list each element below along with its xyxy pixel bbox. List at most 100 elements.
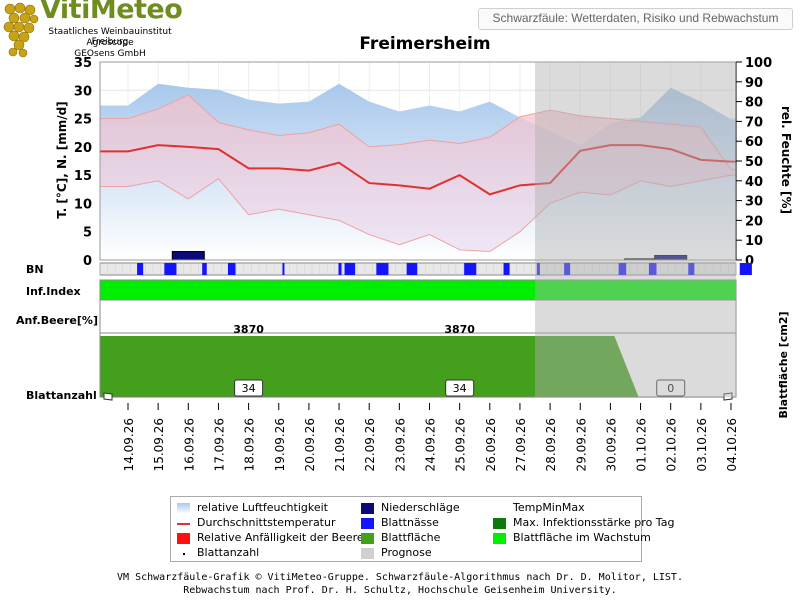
blattanzahl-box — [234, 379, 264, 397]
x-tick-label: 19.09.26 — [273, 418, 287, 471]
blattflaeche-label: Blattfläche [cm2] — [777, 311, 790, 418]
legend-swatch — [361, 503, 374, 514]
x-tick-label: 30.09.26 — [604, 418, 618, 471]
x-tick-label: 15.09.26 — [152, 418, 166, 471]
legend-label: Blattfläche im Wachstum — [513, 531, 651, 544]
blattnaesse-mark — [137, 263, 144, 275]
blattflaeche-annotation: 3870 — [444, 323, 475, 336]
anfaelligkeit-label: Anf.Beere[%] — [16, 314, 98, 327]
y-left-tick-label: 15 — [74, 169, 92, 184]
blattnaesse-mark — [648, 263, 657, 275]
blattanzahl-value: 34 — [453, 382, 467, 395]
blattnaesse-mark — [688, 263, 695, 275]
y-left-tick-label: 10 — [74, 197, 92, 212]
legend-label: Prognose — [381, 546, 432, 559]
grape-icon — [3, 2, 39, 58]
legend-swatch — [361, 533, 374, 544]
legend-swatch — [493, 518, 506, 529]
blattanzahl-box — [445, 379, 475, 397]
legend-label: Durchschnittstemperatur — [197, 516, 336, 529]
blattanzahl-arrow-right — [723, 392, 733, 401]
legend-swatch — [177, 523, 190, 525]
y-right-tick-label: 70 — [745, 115, 763, 130]
x-tick-label: 18.09.26 — [243, 418, 257, 471]
y-right-tick-label: 40 — [745, 175, 763, 190]
y-left-axis-label: T. [°C], N. [mm/d] — [55, 101, 69, 218]
legend-swatch — [493, 533, 506, 544]
y-right-tick-label: 10 — [745, 234, 763, 249]
chart-svg: 0 5 10 15 20 25 30 35 0 10 20 30 40 50 60 70 80 90 100 T. [… — [16, 56, 793, 471]
y-right-tick-label: 90 — [745, 76, 763, 91]
blattnaesse-mark — [344, 263, 356, 275]
x-tick-label: 24.09.26 — [424, 418, 438, 471]
legend-swatch — [361, 518, 374, 529]
legend-swatch — [183, 553, 185, 555]
x-tick-label: 03.10.26 — [695, 418, 709, 471]
x-tick-label: 14.09.26 — [122, 418, 136, 471]
blattflaeche-annotation: 3870 — [233, 323, 264, 336]
legend-label: Relative Anfälligkeit der Beere — [197, 531, 364, 544]
y-right-tick-label: 20 — [745, 214, 763, 229]
x-tick-label: 02.10.26 — [665, 418, 679, 471]
y-right-tick-label: 50 — [745, 155, 763, 170]
infindex-label: Inf.Index — [26, 285, 81, 298]
logo-line-institute: Staatliches Weinbauinstitut Freiburg — [48, 27, 172, 47]
x-tick-label: 04.10.26 — [725, 418, 739, 471]
y-right-tick-label: 80 — [745, 96, 763, 111]
legend-label: TempMinMax — [513, 501, 585, 514]
y-right-tick-label: 30 — [745, 195, 763, 210]
x-tick-label: 25.09.26 — [454, 418, 468, 471]
blattanzahl-value: 34 — [242, 382, 256, 395]
y-left-tick-label: 5 — [83, 226, 92, 241]
x-tick-label: 17.09.26 — [212, 418, 226, 471]
blattnaesse-mark — [739, 263, 752, 275]
prognose-overlay — [535, 62, 736, 397]
y-left-tick-label: 35 — [74, 56, 92, 71]
x-tick-label: 26.09.26 — [484, 418, 498, 471]
series-average-temperature-line — [100, 144, 736, 196]
footer: VM Schwarzfäule-Grafik © VitiMeteo-Grupp… — [0, 571, 800, 597]
blattnaesse-mark — [406, 263, 418, 275]
legend-swatch — [361, 548, 374, 559]
legend-label: Niederschläge — [381, 501, 460, 514]
x-tick-label: 22.09.26 — [363, 418, 377, 471]
legend-swatch — [177, 503, 190, 514]
footer-line-1: VM Schwarzfäule-Grafik © VitiMeteo-Grupp… — [117, 572, 683, 583]
x-tick-label: 16.09.26 — [182, 418, 196, 471]
precipitation-bar — [171, 251, 205, 261]
legend-label: Blattnässe — [381, 516, 439, 529]
blattnaesse-mark — [376, 263, 389, 275]
x-tick-label: 21.09.26 — [333, 418, 347, 471]
series-tempmin-line — [100, 174, 736, 253]
y-left-tick-label: 0 — [83, 254, 92, 269]
subtitle-box: Schwarzfäule: Wetterdaten, Risiko und Re… — [478, 8, 793, 30]
blattnaesse-mark — [564, 263, 571, 275]
blattnaesse-mark — [503, 263, 510, 275]
x-tick-label: 23.09.26 — [393, 418, 407, 471]
chart-title: Freimersheim — [359, 34, 491, 54]
legend-label: relative Luftfeuchtigkeit — [197, 501, 328, 514]
legend-swatch — [177, 533, 190, 544]
blattanzahl-label: Blattanzahl — [26, 389, 97, 402]
blattnaesse-mark — [202, 263, 207, 275]
legend-label: Blattfläche — [381, 531, 441, 544]
y-right-tick-label: 100 — [745, 56, 772, 71]
y-left-tick-label: 20 — [74, 141, 92, 156]
blattnaesse-mark — [164, 263, 177, 275]
y-left-tick-label: 25 — [74, 113, 92, 128]
blattanzahl-value: 0 — [667, 382, 674, 395]
series-tempmax-line — [100, 94, 736, 170]
x-tick-label: 28.09.26 — [544, 418, 558, 471]
legend-label: Blattanzahl — [197, 546, 260, 559]
x-tick-label: 01.10.26 — [635, 418, 649, 471]
y-right-tick-label: 0 — [745, 254, 754, 269]
blattnaesse-mark — [227, 263, 236, 275]
anfaelligkeit-row — [99, 299, 737, 334]
blattnaesse-mark — [338, 263, 342, 275]
blattanzahl-arrow-left — [103, 392, 113, 401]
x-tick-label: 29.09.26 — [574, 418, 588, 471]
x-tick-label: 20.09.26 — [303, 418, 317, 471]
blattnaesse-mark — [536, 263, 540, 275]
logo-title: VitiMeteo — [40, 0, 183, 25]
